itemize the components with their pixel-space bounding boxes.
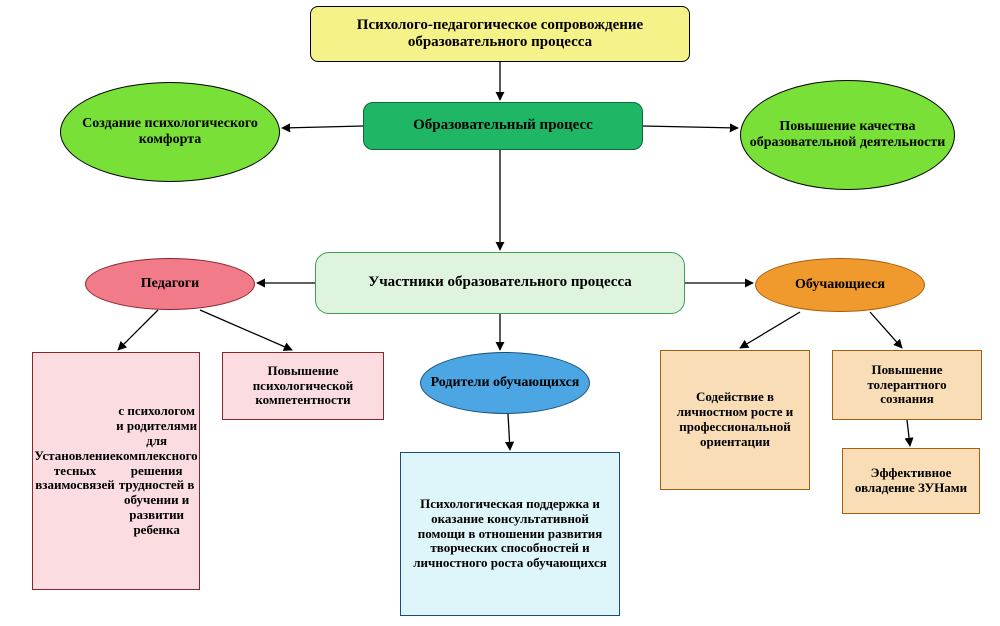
diagram-stage: Психолого-педагогическое сопровождение о… — [0, 0, 1000, 626]
edge-teachers-to-teachBox2 — [200, 310, 292, 350]
edge-process-to-quality — [643, 126, 738, 128]
node-process: Образовательный процесс — [363, 102, 643, 150]
node-studBox3: Эффективное овладение ЗУНами — [842, 448, 980, 514]
node-comfort: Создание психологического комфорта — [60, 82, 280, 182]
edge-teachers-to-teachBox1 — [118, 310, 158, 350]
edge-studBox2-to-studBox3 — [907, 420, 910, 446]
edge-students-to-studBox2 — [870, 312, 902, 348]
node-studBox1: Содействие в личностном росте и професси… — [660, 350, 810, 490]
node-teachers: Педагоги — [85, 258, 255, 310]
edge-students-to-studBox1 — [740, 312, 800, 348]
node-parents: Родители обучающихся — [420, 352, 590, 414]
node-studBox2: Повышение толерантного сознания — [832, 350, 982, 420]
edge-parents-to-parentBox — [508, 414, 510, 450]
node-teachBox2: Повышение психологической компетентности — [222, 352, 384, 420]
node-teachBox1: Установление тесных взаимосвязейс психол… — [32, 352, 200, 590]
node-students: Обучающиеся — [755, 258, 925, 312]
node-participants: Участники образовательного процесса — [315, 252, 685, 314]
edge-process-to-comfort — [282, 126, 363, 128]
node-parentBox: Психологическая поддержка и оказание кон… — [400, 452, 620, 616]
node-quality: Повышение качества образовательной деяте… — [740, 80, 955, 190]
node-title: Психолого-педагогическое сопровождение о… — [310, 6, 690, 62]
